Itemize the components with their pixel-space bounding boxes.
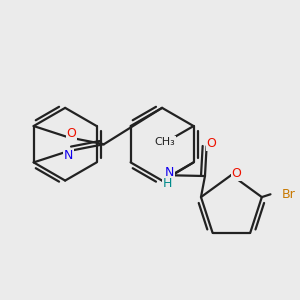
Text: CH₃: CH₃ — [154, 137, 176, 147]
Text: N: N — [165, 167, 174, 179]
Text: N: N — [64, 149, 73, 162]
Text: O: O — [231, 167, 241, 180]
Text: O: O — [67, 127, 76, 140]
Text: H: H — [163, 177, 172, 190]
Text: O: O — [207, 137, 217, 150]
Text: Br: Br — [282, 188, 296, 201]
